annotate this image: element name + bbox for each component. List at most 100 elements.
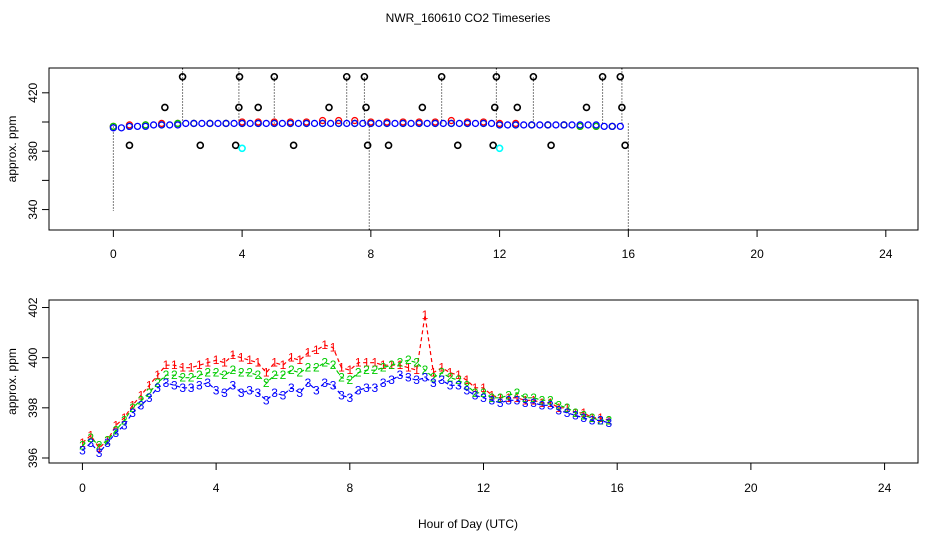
series-2-marker: 2 — [397, 356, 404, 370]
series-3-marker: 3 — [413, 373, 420, 387]
series-2-marker: 2 — [188, 371, 195, 385]
series-3-point — [270, 119, 278, 128]
x-tick-label: 24 — [879, 247, 893, 261]
series-2-marker: 2 — [405, 353, 412, 367]
series-3-marker: 3 — [555, 403, 562, 417]
series-1-marker: 1 — [338, 361, 345, 375]
series-3-marker: 3 — [489, 393, 496, 407]
series-2-marker: 2 — [455, 373, 462, 387]
series-3-marker: 3 — [204, 376, 211, 390]
series-1-marker: 1 — [255, 356, 262, 370]
series-3-point — [125, 122, 134, 131]
series-1-marker: 1 — [413, 363, 420, 377]
series-2-marker: 2 — [472, 386, 479, 400]
series-1-marker: 1 — [422, 308, 429, 322]
series-2-marker: 2 — [305, 361, 312, 375]
series-3-marker: 3 — [455, 378, 462, 392]
series-1-marker: 1 — [104, 433, 111, 447]
flagged-point — [453, 141, 462, 150]
series-3-marker: 3 — [146, 391, 153, 405]
series-3-marker: 3 — [438, 373, 445, 387]
series-2-marker: 2 — [213, 366, 220, 380]
series-3-marker: 3 — [96, 446, 103, 460]
series-2-marker: 2 — [179, 371, 186, 385]
series-2-marker: 2 — [146, 386, 153, 400]
series-3-point — [536, 121, 544, 129]
series-3-point — [383, 119, 391, 128]
series-2-marker: 2 — [489, 391, 496, 405]
series-3-marker: 3 — [463, 383, 470, 397]
flagged-point — [360, 72, 369, 81]
series-3-point — [109, 124, 118, 132]
flagged-point — [325, 103, 333, 112]
series-1-marker: 1 — [87, 428, 94, 442]
series-1-marker: 1 — [146, 378, 153, 392]
series-3-marker: 3 — [530, 396, 537, 410]
flagged-point — [582, 103, 591, 112]
flagged-point — [490, 103, 499, 112]
series-1-marker: 1 — [346, 363, 353, 377]
series-2-marker: 2 — [87, 431, 94, 445]
series-1-marker: 1 — [79, 436, 86, 450]
series-2-marker: 2 — [422, 363, 429, 377]
flagged-point — [489, 141, 497, 150]
series-1-marker: 1 — [288, 351, 295, 365]
series-3-point — [117, 124, 126, 132]
series-3-point — [351, 119, 359, 128]
series-3-marker: 3 — [522, 396, 529, 410]
series-1-marker: 1 — [430, 366, 437, 380]
series-3-point — [552, 121, 560, 129]
series-3-point — [544, 121, 552, 129]
series-3-point — [302, 119, 311, 128]
series-2-marker: 2 — [196, 368, 203, 382]
series-1-marker: 1 — [497, 391, 504, 405]
series-3-marker: 3 — [104, 436, 111, 450]
series-2-marker: 2 — [204, 366, 211, 380]
series-3-point — [246, 119, 254, 128]
series-3-point — [190, 119, 198, 128]
series-1-marker: 1 — [514, 391, 521, 405]
series-3-point — [576, 121, 584, 129]
series-3-point — [560, 121, 568, 129]
series-3-marker: 3 — [113, 426, 120, 440]
series-2-marker: 2 — [497, 391, 504, 405]
series-3-point — [455, 119, 464, 128]
series-2-marker: 2 — [380, 361, 387, 375]
flagged-point — [529, 72, 538, 81]
series-3-point — [238, 119, 246, 128]
series-3-marker: 3 — [405, 371, 412, 385]
series-1-marker: 1 — [313, 343, 320, 357]
series-1-marker: 1 — [363, 356, 370, 370]
series-2-marker: 2 — [355, 366, 362, 380]
series-3-marker: 3 — [372, 381, 379, 395]
series-2-marker: 2 — [246, 366, 253, 380]
series-2-marker: 2 — [555, 398, 562, 412]
series-3-marker: 3 — [355, 383, 362, 397]
series-2-marker: 2 — [79, 438, 86, 452]
series-3-point — [294, 119, 303, 128]
series-3-marker: 3 — [363, 381, 370, 395]
y-tick-label: 420 — [26, 82, 40, 102]
series-3-marker: 3 — [430, 376, 437, 390]
series-3-point — [230, 119, 238, 128]
cyan-point — [495, 144, 504, 153]
series-2-marker: 2 — [221, 368, 228, 382]
series-3-point — [463, 119, 472, 128]
series-2-marker: 2 — [572, 406, 579, 420]
series-1-marker: 1 — [530, 393, 537, 407]
series-3-marker: 3 — [480, 391, 487, 405]
series-2-marker: 2 — [463, 378, 470, 392]
series-1-marker: 1 — [355, 356, 362, 370]
series-2-marker: 2 — [514, 386, 521, 400]
series-1-marker: 1 — [380, 358, 387, 372]
series-3-point — [198, 119, 206, 128]
series-3-marker: 3 — [296, 386, 303, 400]
series-3-point — [174, 121, 182, 129]
series-2-marker: 2 — [330, 358, 337, 372]
flagged-point — [231, 141, 240, 150]
series-3-marker: 3 — [330, 378, 337, 392]
plot-frame — [48, 67, 919, 231]
series-3-point — [133, 122, 142, 131]
series-3-marker: 3 — [447, 378, 454, 392]
